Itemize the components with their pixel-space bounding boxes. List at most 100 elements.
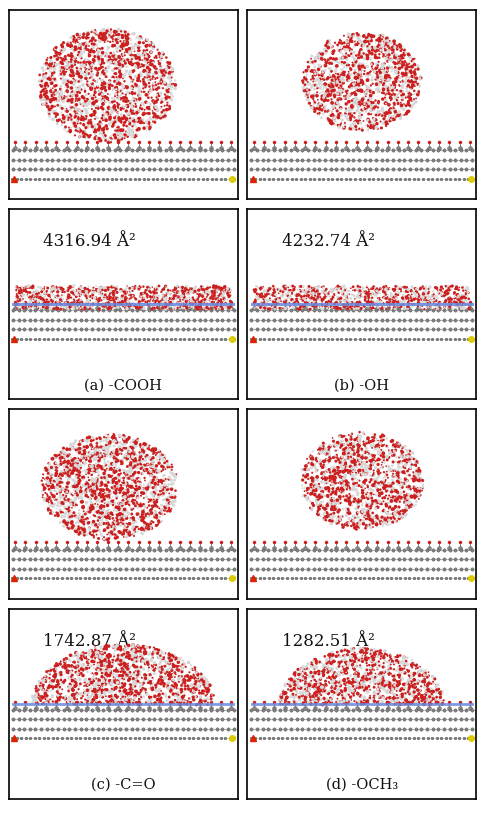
Point <box>364 46 372 59</box>
Point <box>452 281 459 294</box>
Point <box>112 664 120 677</box>
Point <box>80 47 88 60</box>
Point <box>328 696 335 709</box>
Point <box>158 93 166 106</box>
Point <box>369 488 377 501</box>
Point <box>151 77 159 90</box>
Point <box>276 698 284 711</box>
Point <box>81 64 89 77</box>
Point <box>145 509 153 522</box>
Point <box>50 67 58 80</box>
Point <box>98 503 106 516</box>
Point <box>108 50 116 63</box>
Point <box>154 698 162 711</box>
Point <box>138 115 146 128</box>
Point <box>365 498 373 511</box>
Point <box>398 480 406 493</box>
Point <box>353 76 361 89</box>
Point <box>363 698 371 711</box>
Point <box>310 84 318 97</box>
Point <box>166 101 173 114</box>
Point <box>70 688 77 701</box>
Point <box>149 456 157 469</box>
Point <box>398 289 406 302</box>
Point <box>349 481 357 494</box>
Point <box>310 460 318 473</box>
Point <box>128 126 136 139</box>
Point <box>104 300 112 313</box>
Point <box>307 660 315 673</box>
Point <box>112 34 120 48</box>
Point <box>42 462 49 475</box>
Point <box>413 464 421 477</box>
Point <box>220 301 228 314</box>
Point <box>349 510 357 523</box>
Point <box>163 288 170 301</box>
Point <box>317 500 324 513</box>
Point <box>143 688 151 701</box>
Point <box>398 511 406 524</box>
Point <box>307 287 315 300</box>
Point <box>121 690 128 704</box>
Point <box>45 292 53 305</box>
Point <box>103 671 111 684</box>
Point <box>216 284 224 297</box>
Point <box>379 281 387 294</box>
Point <box>153 466 161 479</box>
Point <box>113 681 121 695</box>
Point <box>387 649 394 662</box>
Point <box>151 511 158 524</box>
Point <box>454 291 462 304</box>
Point <box>329 659 337 672</box>
Point <box>112 509 120 522</box>
Point <box>119 677 126 690</box>
Point <box>356 454 363 467</box>
Point <box>110 523 118 536</box>
Point <box>100 82 108 95</box>
Point <box>125 691 133 704</box>
Point <box>290 673 298 686</box>
Point <box>371 495 378 508</box>
Point <box>150 116 158 129</box>
Point <box>361 649 368 662</box>
Point <box>45 289 52 302</box>
Point <box>358 497 365 510</box>
Point <box>123 688 131 701</box>
Point <box>298 690 305 703</box>
Point <box>357 491 365 505</box>
Point <box>79 452 87 465</box>
Point <box>412 658 420 672</box>
Point <box>66 677 74 690</box>
Point <box>259 292 267 305</box>
Point <box>335 293 343 306</box>
Point <box>128 482 136 495</box>
Point <box>398 455 406 468</box>
Point <box>76 290 83 303</box>
Point <box>88 655 96 668</box>
Point <box>350 522 358 535</box>
Point <box>66 125 74 138</box>
Point <box>353 479 361 492</box>
Point <box>314 452 321 465</box>
Point <box>130 530 137 543</box>
Point <box>152 67 160 80</box>
Point <box>62 653 70 666</box>
Point <box>175 670 182 683</box>
Point <box>212 287 220 300</box>
Point <box>350 89 358 102</box>
Point <box>123 525 131 538</box>
Point <box>364 510 372 523</box>
Point <box>392 464 399 477</box>
Point <box>346 642 354 655</box>
Point <box>60 37 67 50</box>
Point <box>309 58 317 71</box>
Point <box>136 642 144 655</box>
Point <box>60 290 68 303</box>
Point <box>54 290 62 303</box>
Point <box>317 689 324 702</box>
Point <box>130 442 138 455</box>
Point <box>318 86 326 99</box>
Point <box>362 86 370 99</box>
Point <box>350 655 358 668</box>
Point <box>155 48 163 61</box>
